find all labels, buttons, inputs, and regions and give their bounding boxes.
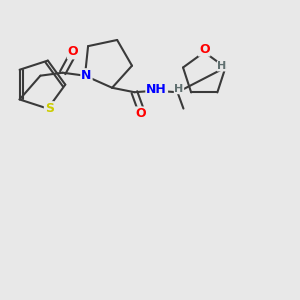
Text: O: O [136, 107, 146, 120]
Text: NH: NH [146, 83, 167, 96]
Text: O: O [199, 43, 210, 56]
Text: H: H [217, 61, 226, 71]
Text: H: H [174, 84, 184, 94]
Text: N: N [81, 69, 92, 82]
Text: O: O [68, 45, 78, 58]
Text: S: S [45, 102, 54, 115]
